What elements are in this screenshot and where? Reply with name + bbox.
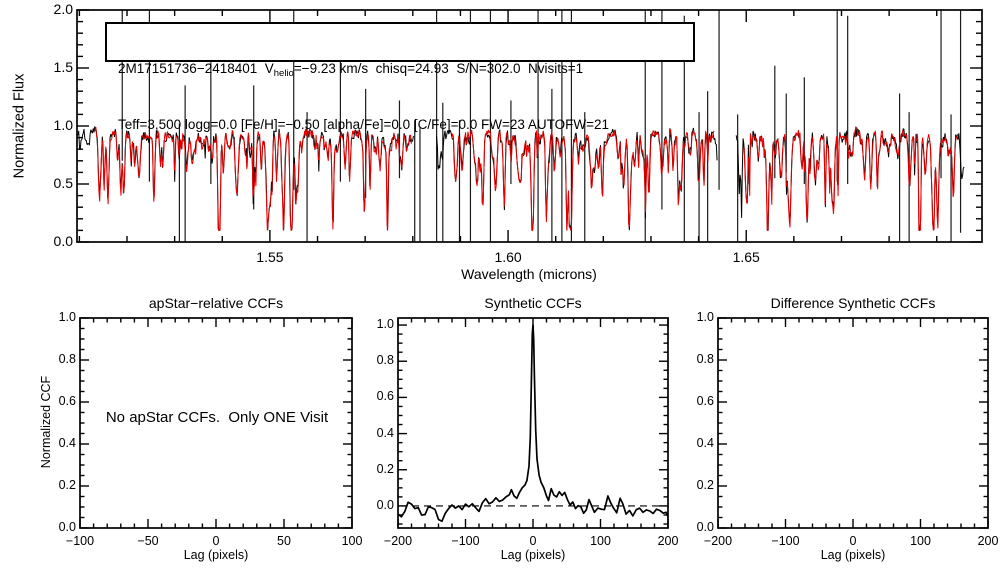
tick-label: 100	[910, 534, 931, 548]
tick-label: 1.5	[53, 59, 73, 75]
spectrum-model-path	[743, 127, 959, 231]
tick-label: 0.6	[376, 389, 394, 404]
tick-label: 0	[529, 534, 537, 548]
tick-label: 2.0	[53, 1, 73, 17]
panel-frame	[397, 317, 669, 529]
tick-label: 0.2	[58, 478, 76, 492]
tick-label: −100	[771, 534, 800, 548]
wavelength-x-axis-label: Wavelength (microns)	[461, 266, 597, 282]
synthetic-ccf-panel-title: Synthetic CCFs	[484, 295, 582, 311]
tick-label: 0.0	[376, 497, 394, 512]
tick-label: −50	[137, 534, 159, 548]
tick-label: 0.0	[53, 233, 73, 249]
no-apstar-ccfs-message: No apStar CCFs. Only ONE Visit	[105, 409, 329, 426]
tick-label: 0.4	[376, 425, 394, 440]
tick-label: 0.4	[696, 436, 714, 450]
apstar-ccf-panel-title: apStar−relative CCFs	[148, 295, 284, 311]
fit-stats: =−9.23 km/s chisq=24.93 S/N=302.0 Nvisit…	[293, 61, 584, 76]
target-info-box: 2M17151736−2418401 Vhelio=−9.23 km/s chi…	[105, 22, 695, 132]
tick-label: 1.0	[696, 310, 714, 324]
tick-label: 0.6	[696, 394, 714, 408]
tick-label: −100	[451, 534, 480, 548]
ccf-y-axis-label: Normalized CCF	[38, 375, 53, 469]
info-line-2: Teff=3,500 logg=0.0 [Fe/H]=−0.50 [alpha/…	[118, 117, 610, 132]
tick-label: 0.8	[376, 353, 394, 368]
tick-label: −200	[703, 534, 733, 548]
spectrum-model-path	[94, 127, 412, 231]
ccf-curve	[397, 324, 669, 523]
lag-x-axis-label-synthetic: Lag (pixels)	[500, 548, 566, 562]
lag-x-axis-label-apstar: Lag (pixels)	[183, 548, 249, 562]
panel-frame	[717, 317, 989, 529]
tick-label: 0.0	[696, 520, 714, 534]
tick-label: 50	[277, 534, 291, 548]
tick-label: 0	[849, 534, 857, 548]
tick-label: 100	[590, 534, 611, 548]
tick-label: 1.0	[58, 310, 76, 324]
tick-label: 200	[657, 534, 679, 548]
difference-ccf-panel-title: Difference Synthetic CCFs	[770, 295, 936, 311]
spectrum-model-path	[451, 128, 715, 231]
info-line-1: 2M17151736−2418401 Vhelio=−9.23 km/s chi…	[118, 60, 693, 80]
flux-y-axis-label: Normalized Flux	[11, 73, 28, 179]
tick-label: −200	[383, 534, 413, 548]
tick-label: 0.6	[58, 394, 76, 408]
tick-label: 1.55	[256, 249, 284, 265]
tick-label: 100	[341, 534, 363, 548]
tick-label: 0	[212, 534, 220, 548]
lag-x-axis-label-difference: Lag (pixels)	[820, 548, 886, 562]
tick-label: 0.0	[58, 520, 76, 534]
subscript-helio: helio	[273, 68, 294, 79]
tick-label: 0.2	[376, 461, 394, 476]
target-id-and-vhelio: 2M17151736−2418401 V	[118, 61, 274, 76]
tick-label: 0.8	[58, 352, 76, 366]
tick-label: −100	[65, 534, 95, 548]
tick-label: 0.4	[58, 436, 76, 450]
tick-label: 1.0	[53, 117, 73, 133]
tick-label: 200	[977, 534, 999, 548]
tick-label: 1.65	[732, 249, 760, 265]
tick-label: 0.8	[696, 352, 714, 366]
tick-label: 0.5	[53, 175, 73, 191]
tick-label: 1.60	[494, 249, 522, 265]
tick-label: 0.2	[696, 478, 714, 492]
tick-label: 1.0	[376, 317, 394, 332]
